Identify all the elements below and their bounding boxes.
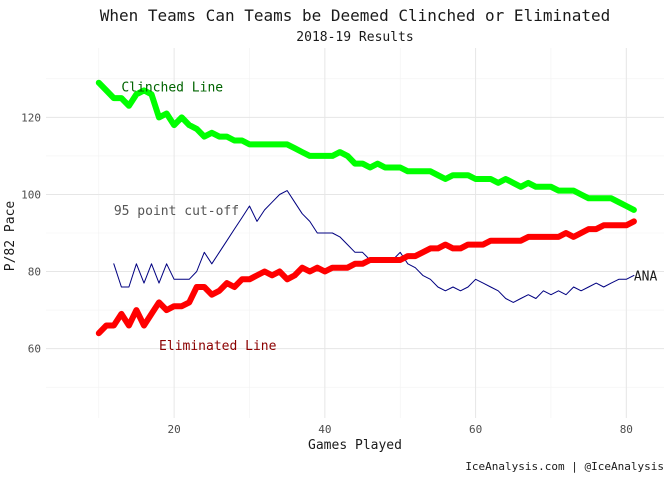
- chart-subtitle: 2018-19 Results: [296, 30, 413, 45]
- x-axis-title: Games Played: [308, 438, 402, 453]
- y-axis-title: P/82 Pace: [3, 201, 18, 272]
- clinched-line: [95, 79, 637, 213]
- gridlines: [46, 48, 664, 418]
- chart-title: When Teams Can Teams be Deemed Clinched …: [100, 6, 611, 25]
- y-tick-label: 120: [21, 111, 41, 124]
- x-tick-label: 80: [620, 423, 633, 436]
- chart-caption: IceAnalysis.com | @IceAnalysis: [465, 460, 664, 473]
- eliminated-line: [95, 218, 637, 337]
- axis-ticks: 20 40 60 80 60 80 100 120: [21, 111, 633, 436]
- clinched-line-label: Clinched Line: [121, 81, 223, 96]
- y-tick-label: 80: [28, 266, 41, 279]
- y-tick-label: 100: [21, 188, 41, 201]
- annotations: Clinched Line 95 point cut-off Eliminated …: [114, 81, 658, 354]
- x-tick-label: 40: [318, 423, 331, 436]
- cutoff-label: 95 point cut-off: [114, 204, 239, 219]
- eliminated-line-label: Eliminated Line: [159, 339, 277, 354]
- x-tick-label: 20: [167, 423, 180, 436]
- y-tick-label: 60: [28, 343, 41, 356]
- x-tick-label: 60: [469, 423, 482, 436]
- team-label: ANA: [634, 269, 658, 284]
- series-lines: [95, 79, 637, 337]
